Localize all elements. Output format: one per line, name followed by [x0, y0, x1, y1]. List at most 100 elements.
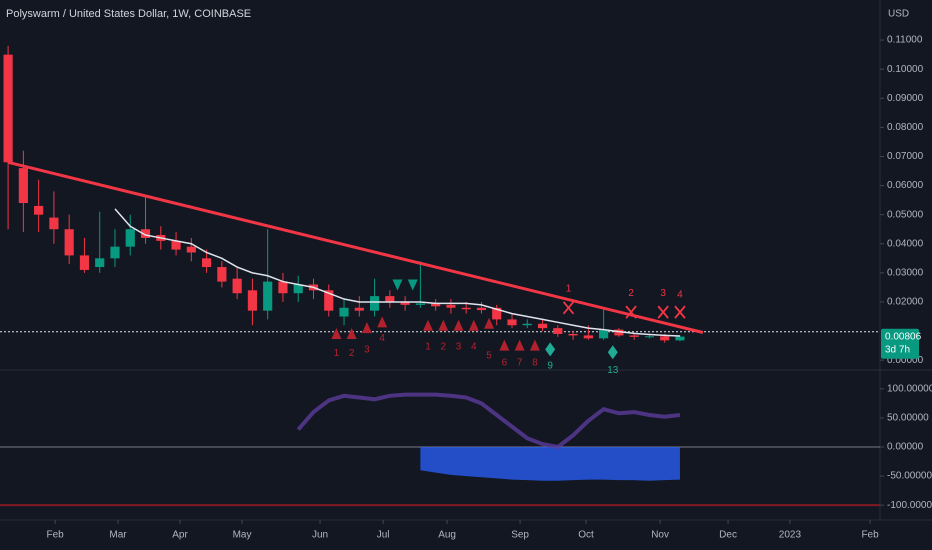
x-tick-label: Nov — [651, 530, 669, 541]
candle-body — [644, 336, 655, 338]
candle-body — [171, 240, 181, 250]
candle-body — [476, 307, 487, 311]
x-tick-label: Sep — [511, 530, 529, 541]
candle-body — [278, 281, 288, 294]
annotation: 7 — [517, 358, 523, 369]
candle-body — [415, 303, 425, 305]
candle-body — [140, 229, 151, 238]
countdown-label: 3d 7h — [885, 344, 910, 355]
signal-marker — [562, 301, 575, 315]
x-tick-label: Dec — [719, 530, 737, 541]
candle-body — [599, 329, 609, 339]
candle-body — [446, 304, 456, 308]
annotation: 13 — [607, 365, 619, 376]
oscillator-line — [296, 392, 681, 450]
candle-body — [232, 278, 242, 294]
signal-marker — [499, 339, 510, 351]
candle-body — [492, 307, 502, 320]
x-tick-label: Feb — [861, 530, 879, 541]
candle-body — [629, 335, 639, 337]
y2-tick-label: 50.00000 — [887, 413, 929, 424]
annotation: 2 — [628, 288, 634, 299]
annotation: 6 — [502, 358, 508, 369]
candle-body — [385, 296, 395, 302]
y-tick-label: 0.02000 — [887, 297, 924, 308]
candle-body — [95, 258, 105, 268]
annotation: 4 — [471, 342, 477, 353]
candle-body — [110, 246, 120, 259]
signal-marker — [407, 279, 418, 291]
candle-body — [339, 307, 349, 317]
last-price-label: 0.00806 — [885, 331, 922, 342]
y-tick-label: 0.05000 — [887, 209, 924, 220]
candle-body — [186, 246, 196, 253]
signal-marker — [331, 327, 342, 339]
annotation: 1 — [425, 342, 431, 353]
annotation: 4 — [379, 333, 385, 344]
candle-body — [660, 336, 670, 341]
annotation: 4 — [677, 289, 683, 300]
signal-marker — [346, 327, 357, 339]
y-tick-label: 0.03000 — [887, 267, 924, 278]
x-tick-label: Feb — [47, 530, 65, 541]
last-price-badge — [881, 328, 919, 359]
x-tick-label: Aug — [438, 530, 456, 541]
y-tick-label: 0.11000 — [887, 35, 923, 46]
y2-tick-label: -50.00000 — [887, 471, 932, 482]
x-tick-label: May — [233, 530, 252, 541]
candle-body — [507, 319, 517, 326]
candle-body — [324, 290, 334, 311]
candle-body — [614, 329, 624, 336]
candle-body — [354, 307, 364, 311]
y-tick-label: 0.10000 — [887, 64, 924, 75]
signal-marker — [438, 319, 449, 331]
signal-marker — [468, 319, 479, 331]
candle-body — [400, 301, 410, 305]
x-tick-label: Oct — [578, 530, 594, 541]
signal-marker — [423, 319, 434, 331]
candle-body — [202, 258, 212, 268]
candle-body — [263, 281, 273, 311]
candle-body — [64, 229, 74, 256]
x-tick-label: Jun — [312, 530, 328, 541]
x-tick-label: 2023 — [779, 530, 802, 541]
annotation: 2 — [441, 342, 447, 353]
y2-tick-label: 100.00000 — [887, 383, 932, 394]
annotation: 5 — [486, 350, 492, 361]
signal-marker — [657, 305, 669, 319]
band-area — [420, 447, 680, 481]
y2-tick-label: 0.00000 — [887, 442, 924, 453]
y-tick-label: 0.08000 — [887, 122, 924, 133]
annotation: 3 — [456, 342, 462, 353]
candle-body — [79, 255, 90, 270]
candle-body — [18, 168, 28, 204]
candle-body — [369, 296, 380, 311]
annotation: 1 — [566, 284, 572, 295]
candle-body — [293, 284, 303, 294]
y-tick-label: 0.07000 — [887, 151, 924, 162]
trendline — [7, 160, 704, 334]
annotation: 3 — [660, 288, 666, 299]
axis-unit: USD — [888, 9, 909, 20]
y2-tick-label: -100.00000 — [887, 500, 932, 511]
candle-body — [537, 323, 548, 329]
y-tick-label: 0.04000 — [887, 238, 924, 249]
signal-marker — [545, 342, 556, 357]
candle-body — [583, 335, 593, 339]
signal-marker — [607, 345, 618, 360]
moving-average — [114, 208, 680, 337]
annotation: 1 — [334, 348, 340, 359]
chart-title: Polyswarm / United States Dollar, 1W, CO… — [6, 8, 251, 20]
candle-body — [49, 217, 59, 230]
candle-body — [247, 290, 257, 311]
y-tick-label: 0.00000 — [887, 355, 924, 366]
candle-body — [125, 229, 135, 247]
annotation: 3 — [364, 345, 370, 356]
signal-marker — [529, 339, 540, 351]
signal-marker — [453, 319, 464, 331]
signal-marker — [361, 322, 372, 334]
candle-body — [34, 205, 44, 215]
x-tick-label: Apr — [172, 530, 188, 541]
signal-marker — [625, 305, 637, 319]
